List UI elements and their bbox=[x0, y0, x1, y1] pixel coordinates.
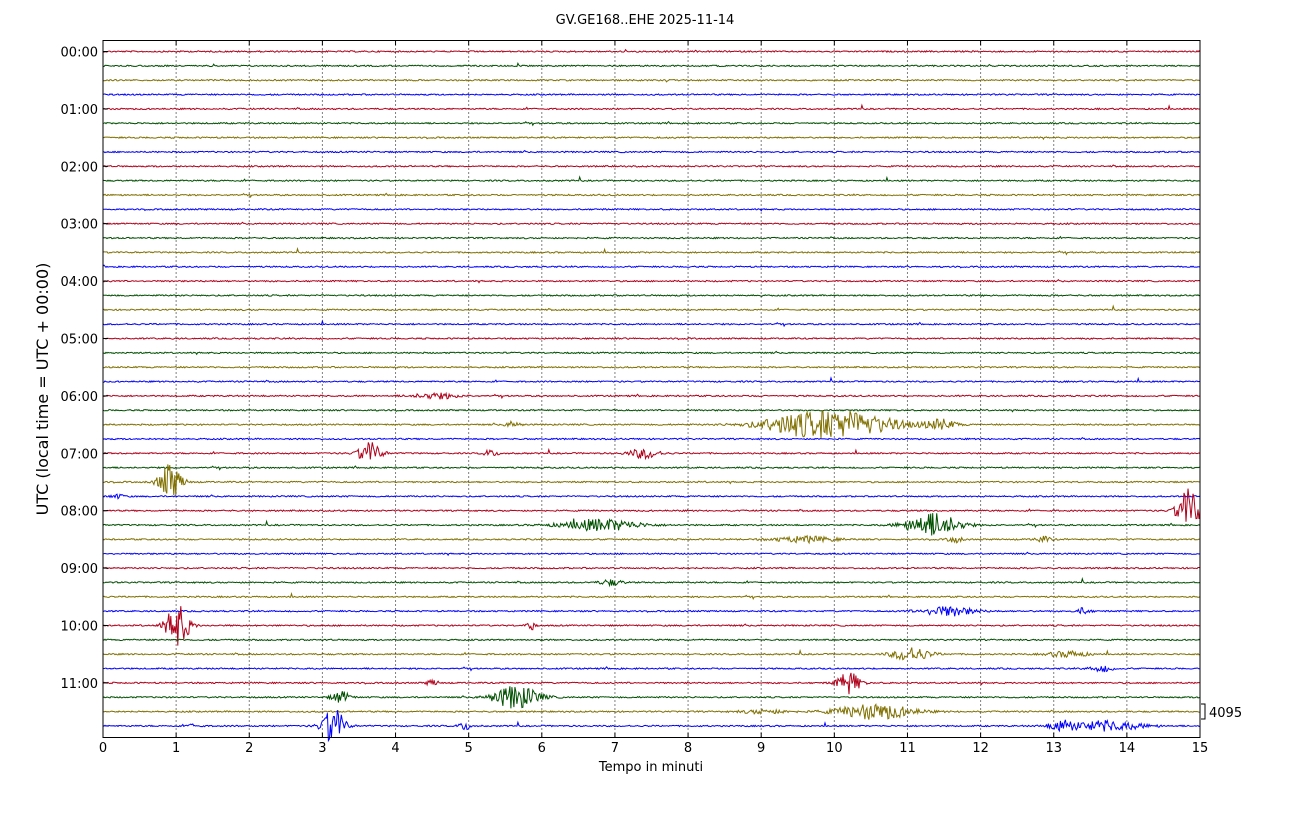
trace-line bbox=[102, 48, 1201, 54]
x-tick-label: 7 bbox=[611, 741, 619, 756]
x-tick-label: 12 bbox=[972, 741, 989, 756]
trace-line bbox=[102, 710, 1201, 743]
trace-line bbox=[102, 78, 1200, 83]
trace-line bbox=[102, 672, 1201, 695]
trace-line bbox=[102, 93, 1201, 96]
trace-line bbox=[102, 606, 1201, 646]
y-axis-ticks: 00:00 01:00 02:00 03:00 04:00 05:00 06:00 07:00… bbox=[61, 46, 108, 692]
trace-line bbox=[102, 577, 1201, 588]
x-axis-ticks: 0 1 2 3 4 5 6 7 8 9 10 11 12 13 14 15 bbox=[99, 40, 1209, 756]
y-tick-label: 00:00 bbox=[61, 46, 98, 61]
trace-line bbox=[102, 391, 1200, 400]
trace-line bbox=[102, 164, 1201, 168]
trace-line bbox=[102, 606, 1201, 617]
trace-line bbox=[102, 149, 1201, 154]
trace-line bbox=[102, 136, 1201, 141]
trace-line bbox=[102, 534, 1200, 545]
x-tick-label: 8 bbox=[684, 741, 692, 756]
trace-line bbox=[102, 408, 1201, 413]
y-tick-label: 06:00 bbox=[61, 390, 98, 405]
x-tick-label: 13 bbox=[1045, 741, 1062, 756]
trace-line bbox=[102, 686, 1201, 709]
x-axis-label: Tempo in minuti bbox=[598, 760, 703, 775]
y-tick-label: 01:00 bbox=[61, 103, 98, 118]
y-tick-label: 02:00 bbox=[61, 160, 98, 175]
y-tick-label: 03:00 bbox=[61, 218, 98, 233]
trace-line bbox=[102, 551, 1201, 557]
x-tick-label: 5 bbox=[465, 741, 473, 756]
trace-line bbox=[102, 304, 1201, 312]
y-axis-label: UTC (local time = UTC + 00:00) bbox=[33, 263, 52, 516]
chart-title: GV.GE168..EHE 2025-11-14 bbox=[556, 13, 735, 28]
trace-line bbox=[102, 235, 1201, 240]
trace-line bbox=[102, 566, 1201, 570]
trace-line bbox=[102, 247, 1201, 256]
trace-line bbox=[102, 103, 1201, 111]
trace-line bbox=[102, 703, 1201, 720]
x-tick-label: 11 bbox=[899, 741, 916, 756]
trace-line bbox=[103, 464, 1201, 496]
x-tick-label: 6 bbox=[538, 741, 546, 756]
trace-line bbox=[102, 293, 1201, 297]
trace-line bbox=[102, 647, 1201, 661]
x-tick-label: 4 bbox=[391, 741, 399, 756]
x-tick-label: 2 bbox=[245, 741, 253, 756]
y-tick-label: 11:00 bbox=[61, 677, 98, 692]
seismic-traces bbox=[102, 48, 1201, 743]
trace-line bbox=[102, 638, 1201, 642]
plot-frame bbox=[102, 40, 1201, 738]
grid-lines bbox=[175, 40, 1128, 738]
trace-line bbox=[102, 665, 1201, 673]
trace-line bbox=[102, 336, 1201, 341]
trace-line bbox=[102, 264, 1201, 269]
trace-line bbox=[102, 513, 1201, 536]
x-tick-label: 14 bbox=[1119, 741, 1136, 756]
amplitude-scale-label: 4095 bbox=[1209, 706, 1242, 721]
trace-line bbox=[103, 376, 1201, 384]
amplitude-scale-bar: 4095 bbox=[1201, 703, 1242, 721]
trace-line bbox=[103, 350, 1201, 356]
y-tick-label: 05:00 bbox=[61, 333, 98, 348]
trace-line bbox=[102, 493, 1201, 500]
trace-line bbox=[102, 192, 1201, 199]
trace-line bbox=[102, 279, 1201, 284]
x-tick-label: 0 bbox=[99, 741, 107, 756]
trace-line bbox=[102, 442, 1201, 461]
trace-line bbox=[102, 592, 1201, 600]
x-tick-label: 1 bbox=[172, 741, 180, 756]
trace-line bbox=[102, 120, 1201, 127]
trace-line bbox=[102, 465, 1200, 471]
trace-line bbox=[102, 410, 1200, 439]
y-tick-label: 10:00 bbox=[61, 620, 98, 635]
trace-line bbox=[103, 365, 1201, 369]
y-tick-label: 04:00 bbox=[61, 275, 98, 290]
trace-line bbox=[102, 207, 1201, 212]
x-tick-label: 3 bbox=[318, 741, 326, 756]
trace-line bbox=[102, 437, 1201, 441]
trace-line bbox=[102, 319, 1201, 328]
y-tick-label: 09:00 bbox=[61, 562, 98, 577]
y-tick-label: 07:00 bbox=[61, 447, 98, 462]
x-tick-label: 10 bbox=[826, 741, 843, 756]
y-tick-label: 08:00 bbox=[61, 505, 98, 520]
trace-line bbox=[102, 62, 1201, 68]
x-tick-label: 9 bbox=[757, 741, 765, 756]
trace-line bbox=[102, 488, 1201, 522]
trace-line bbox=[102, 221, 1201, 226]
trace-line bbox=[102, 175, 1200, 183]
x-tick-label: 15 bbox=[1192, 741, 1209, 756]
